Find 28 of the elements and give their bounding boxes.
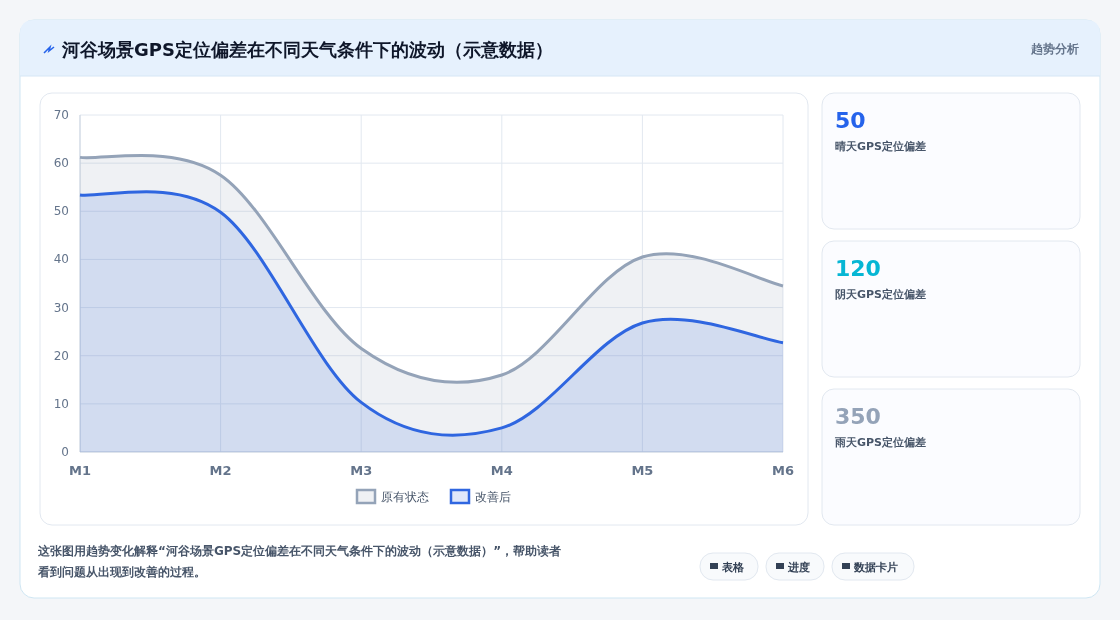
x-tick-label: M5 xyxy=(631,463,654,478)
y-tick-label: 70 xyxy=(53,108,69,122)
text: 进度 xyxy=(787,561,810,574)
y-tick-label: 10 xyxy=(53,396,69,411)
text: 晴天GPS定位偏差 xyxy=(835,140,927,153)
legend-label: 改善后 xyxy=(475,490,511,504)
text: 雨天GPS定位偏差 xyxy=(834,436,927,449)
y-tick-label: 40 xyxy=(53,252,69,267)
x-tick-label: M2 xyxy=(209,463,232,478)
text: 阴天GPS定位偏差 xyxy=(835,288,927,301)
x-tick-label: M4 xyxy=(490,463,513,478)
y-tick-label: 60 xyxy=(53,156,69,171)
text: 50 xyxy=(835,108,866,133)
y-tick-label: 20 xyxy=(53,348,69,363)
text: 表格 xyxy=(721,561,745,574)
chart-title: 河谷场景GPS定位偏差在不同天气条件下的波动（示意数据） xyxy=(61,39,553,60)
x-tick-label: M1 xyxy=(69,463,91,478)
legend-label: 原有状态 xyxy=(381,490,429,504)
text: 数据卡片 xyxy=(853,561,898,574)
text: 350 xyxy=(835,404,881,429)
y-tick-label: 50 xyxy=(53,204,69,219)
text: 这张图用趋势变化解释“河谷场景GPS定位偏差在不同天气条件下的波动（示意数据）”，帮助读者看到问题从出现到改善的过程。 xyxy=(37,544,562,579)
x-tick-label: M6 xyxy=(772,463,794,478)
text: 120 xyxy=(835,256,881,281)
y-tick-label: 30 xyxy=(53,300,69,315)
y-tick-label: 0 xyxy=(61,445,69,459)
x-tick-label: M3 xyxy=(350,463,373,478)
text: 趋势分析 xyxy=(1030,42,1079,56)
